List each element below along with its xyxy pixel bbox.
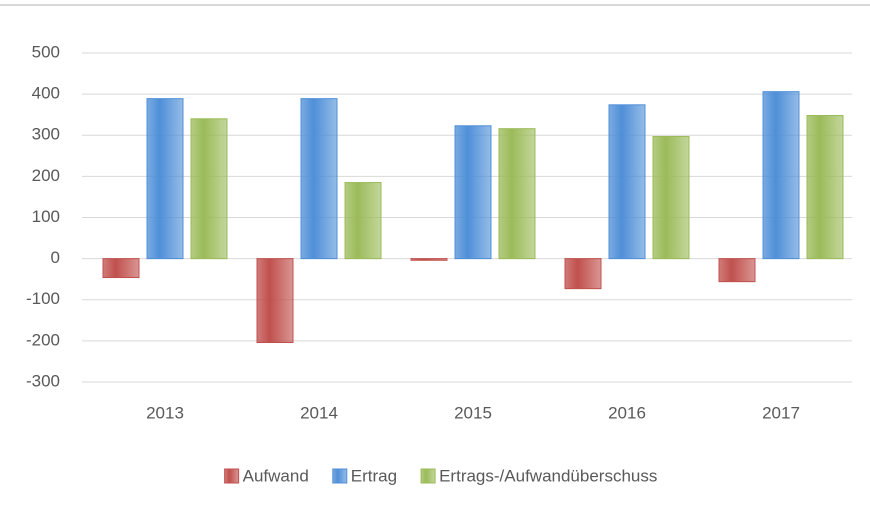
- x-tick-label: 2016: [608, 403, 646, 422]
- y-tick-label: -100: [26, 289, 60, 308]
- y-tick-label: 200: [32, 166, 60, 185]
- y-tick-label: -200: [26, 330, 60, 349]
- bar: [300, 98, 338, 260]
- bar: [344, 182, 382, 260]
- bar: [498, 128, 536, 260]
- bar: [564, 258, 602, 290]
- legend-label: Ertrag: [351, 466, 397, 485]
- x-tick-label: 2013: [146, 403, 184, 422]
- x-tick-label: 2015: [454, 403, 492, 422]
- bar: [146, 98, 184, 260]
- y-tick-label: -300: [26, 371, 60, 390]
- y-tick-label: 400: [32, 84, 60, 103]
- bar: [256, 258, 294, 344]
- y-tick-label: 500: [32, 42, 60, 61]
- legend-label: Aufwand: [243, 466, 309, 485]
- x-tick-label: 2017: [762, 403, 800, 422]
- y-tick-label: 0: [51, 248, 60, 267]
- legend-label: Ertrags-/Aufwandüberschuss: [439, 466, 657, 485]
- bar: [718, 258, 756, 283]
- bar: [806, 115, 844, 260]
- bar: [102, 258, 140, 279]
- bar: [454, 125, 492, 260]
- legend-swatch: [420, 468, 436, 484]
- bar: [762, 91, 800, 260]
- bar: [608, 104, 646, 260]
- y-tick-label: 300: [32, 125, 60, 144]
- legend-swatch: [224, 468, 240, 484]
- bar: [652, 135, 690, 260]
- bar: [190, 118, 228, 260]
- legend-swatch: [332, 468, 348, 484]
- y-tick-label: 100: [32, 207, 60, 226]
- x-tick-label: 2014: [300, 403, 338, 422]
- bar: [410, 258, 448, 261]
